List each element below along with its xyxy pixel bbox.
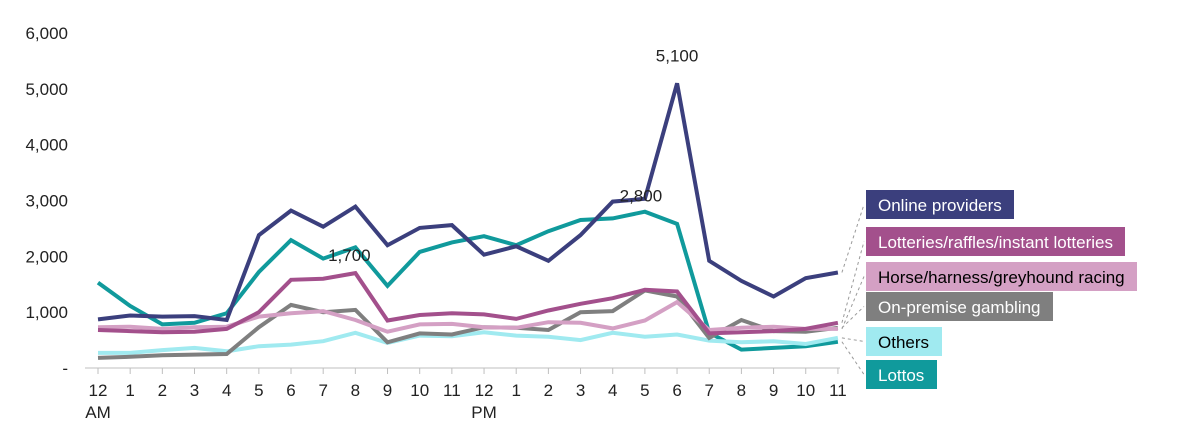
legend-swatch (866, 262, 1137, 291)
x-tick-label: 11 (829, 381, 847, 400)
legend-leader-lines (841, 204, 865, 375)
x-tick-label: 6 (672, 381, 681, 400)
x-tick-label: 4 (608, 381, 617, 400)
series-line-online-providers (97, 82, 839, 323)
legend-leader-line (841, 276, 865, 330)
series-lines (96, 82, 839, 360)
legend-leader-line (841, 341, 865, 375)
series-line-others (98, 330, 839, 355)
data-label: 2,800 (620, 187, 663, 206)
x-tick-label: 9 (769, 381, 778, 400)
y-axis: - 1,000 2,000 3,000 4,000 5,000 6,000 (25, 24, 68, 378)
y-tick-label: 4,000 (25, 136, 68, 155)
y-tick-label: 5,000 (25, 80, 68, 99)
legend-swatch (866, 227, 1125, 256)
legend-label: Lotteries/raffles/instant lotteries (878, 233, 1113, 252)
x-tick-label: 7 (318, 381, 327, 400)
legend-item: Others (866, 327, 942, 356)
x-tick-label: 5 (640, 381, 649, 400)
legend-item: Lottos (866, 360, 937, 389)
legend-swatch (866, 360, 937, 389)
x-tick-label: 8 (351, 381, 360, 400)
x-tick-label: 1 (511, 381, 520, 400)
data-annotations: 5,100 2,800 1,700 (328, 46, 698, 265)
legend-label: Horse/harness/greyhound racing (878, 268, 1125, 287)
legend-label: On-premise gambling (878, 298, 1041, 317)
x-tick-label: 11 (443, 381, 461, 400)
y-tick-label: 2,000 (25, 247, 68, 266)
legend-swatch (866, 292, 1053, 321)
x-tick-label: 7 (704, 381, 713, 400)
x-tick-label: 10 (796, 381, 815, 400)
legend-leader-line (841, 241, 865, 323)
legend-swatch (866, 190, 1014, 219)
legend-label: Lottos (878, 366, 924, 385)
legend-leader-line (841, 337, 865, 342)
legend-item: Online providers (866, 190, 1014, 219)
legend-label: Others (878, 333, 929, 352)
x-tick-label: 8 (737, 381, 746, 400)
x-tick-label: 12 (89, 381, 108, 400)
legend-label: Online providers (878, 196, 1002, 215)
x-tick-label: 5 (254, 381, 263, 400)
y-tick-label: 3,000 (25, 192, 68, 211)
legend-swatch (866, 327, 942, 356)
y-tick-label: 1,000 (25, 303, 68, 322)
x-period-label: PM (471, 403, 497, 422)
x-period-label: AM (85, 403, 111, 422)
legend-item: Horse/harness/greyhound racing (866, 262, 1137, 291)
x-tick-label: 12 (475, 381, 494, 400)
x-tick-label: 2 (544, 381, 553, 400)
x-tick-label: 3 (190, 381, 199, 400)
x-tick-label: 4 (222, 381, 231, 400)
series-line-lotteries-raffles-instant-lotteries (97, 270, 839, 336)
y-tick-label: - (62, 359, 68, 378)
x-tick-label: 6 (286, 381, 295, 400)
x-tick-label: 1 (125, 381, 134, 400)
x-tick-label: 3 (576, 381, 585, 400)
legend: Online providers Lotteries/raffles/instan… (866, 190, 1137, 389)
data-label: 5,100 (656, 46, 699, 65)
legend-item: On-premise gambling (866, 292, 1053, 321)
data-label: 1,700 (328, 246, 371, 265)
y-tick-label: 6,000 (25, 24, 68, 43)
series-line-horse-harness-greyhound-racing (97, 299, 838, 334)
legend-leader-line (841, 306, 865, 329)
x-tick-label: 9 (383, 381, 392, 400)
x-tick-label: 2 (158, 381, 167, 400)
legend-leader-line (841, 204, 865, 273)
x-tick-label: 10 (410, 381, 429, 400)
legend-item: Lotteries/raffles/instant lotteries (866, 227, 1125, 256)
